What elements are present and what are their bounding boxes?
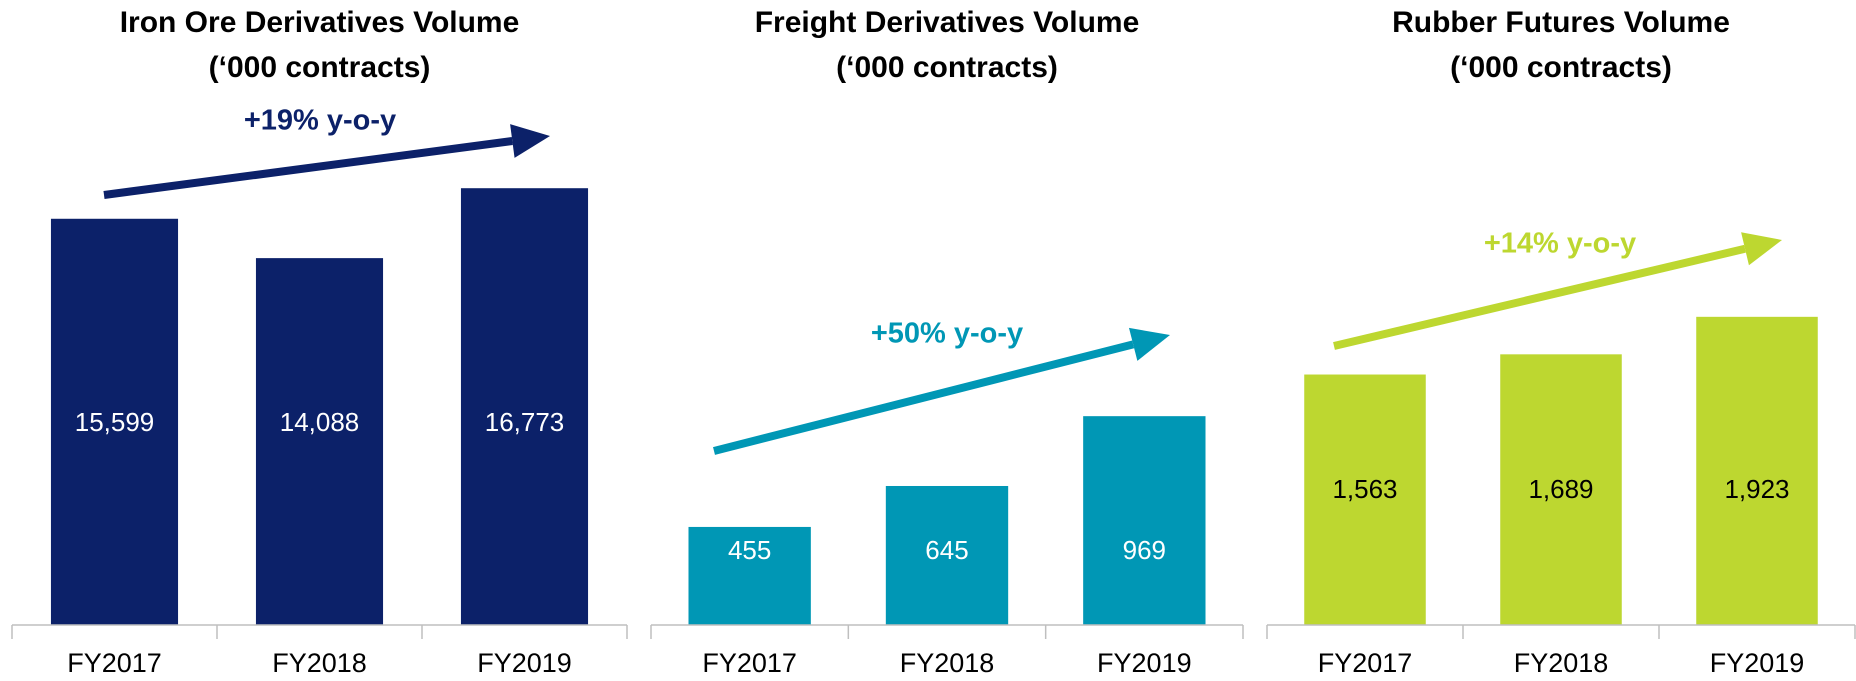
chart-title: Iron Ore Derivatives Volume xyxy=(120,6,520,39)
value-label: 455 xyxy=(728,535,771,565)
bar xyxy=(50,218,179,625)
chart-title: Freight Derivatives Volume xyxy=(755,6,1140,39)
trend-arrow xyxy=(1333,244,1746,350)
chart-subtitle: (‘000 contracts) xyxy=(209,51,431,84)
value-label: 16,773 xyxy=(485,407,565,437)
value-label: 969 xyxy=(1123,535,1166,565)
x-tick-label: FY2018 xyxy=(1514,648,1609,678)
value-label: 1,923 xyxy=(1724,474,1789,504)
bar xyxy=(1696,316,1818,625)
x-tick-label: FY2018 xyxy=(900,648,995,678)
annotation: +19% y-o-y xyxy=(244,105,396,137)
value-label: 1,563 xyxy=(1332,474,1397,504)
chart-subtitle: (‘000 contracts) xyxy=(1450,51,1672,84)
x-tick-label: FY2018 xyxy=(272,648,367,678)
bar xyxy=(1083,416,1206,625)
value-label: 14,088 xyxy=(280,407,360,437)
x-tick-label: FY2019 xyxy=(477,648,572,678)
bar xyxy=(688,526,811,625)
bar xyxy=(885,485,1009,625)
arrow-head xyxy=(1128,327,1170,361)
annotation: +50% y-o-y xyxy=(871,318,1023,350)
arrow-head xyxy=(1741,232,1782,266)
x-tick-label: FY2019 xyxy=(1097,648,1192,678)
value-label: 645 xyxy=(925,535,968,565)
value-label: 1,689 xyxy=(1528,474,1593,504)
trend-arrow xyxy=(713,340,1135,455)
x-tick-label: FY2019 xyxy=(1710,648,1805,678)
arrow-head xyxy=(510,124,550,158)
trend-arrow xyxy=(103,137,513,199)
chart-title: Rubber Futures Volume xyxy=(1392,6,1730,39)
chart-subtitle: (‘000 contracts) xyxy=(836,51,1058,84)
bar xyxy=(1500,354,1622,625)
bar xyxy=(255,258,384,625)
x-tick-label: FY2017 xyxy=(702,648,797,678)
bar xyxy=(460,188,589,625)
x-tick-label: FY2017 xyxy=(1318,648,1413,678)
value-label: 15,599 xyxy=(75,407,155,437)
annotation: +14% y-o-y xyxy=(1484,228,1636,260)
bar xyxy=(1304,374,1426,625)
x-tick-label: FY2017 xyxy=(67,648,162,678)
